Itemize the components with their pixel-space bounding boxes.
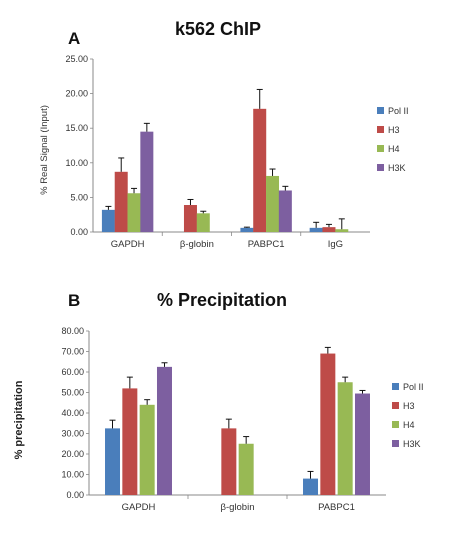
- y-tick-label: 70.00: [61, 347, 84, 357]
- x-tick-label: PABPC1: [318, 502, 355, 513]
- bar: [101, 209, 115, 232]
- bar: [183, 205, 197, 232]
- legend-label: H4: [403, 420, 415, 430]
- legend-swatch: [377, 145, 384, 152]
- y-tick-label: 0.00: [70, 227, 88, 237]
- legend-label: H3K: [388, 163, 406, 173]
- bar: [156, 366, 172, 495]
- bar: [278, 190, 292, 232]
- bar: [240, 227, 254, 232]
- legend-label: H3: [403, 401, 415, 411]
- bar: [303, 478, 319, 495]
- chart-b-ylabel: % precipitation: [13, 380, 25, 459]
- y-tick-label: 0.00: [66, 490, 84, 500]
- legend-label: H3K: [403, 439, 421, 449]
- x-tick-label: GAPDH: [111, 239, 145, 250]
- y-tick-label: 40.00: [61, 408, 84, 418]
- chart-a: 0.00 5.00 10.00 15.00 20.00 25.00 GAPDH β-globi…: [65, 54, 408, 250]
- chart-a-ylabel: % Real Signal (Input): [39, 105, 50, 195]
- y-tick-label: 20.00: [65, 89, 88, 99]
- chart-a-title: k562 ChIP: [175, 19, 261, 39]
- bar: [196, 213, 210, 232]
- bar: [114, 171, 128, 232]
- bar: [139, 404, 155, 495]
- bar: [354, 393, 370, 495]
- y-tick-label: 50.00: [61, 388, 84, 398]
- x-tick-label: GAPDH: [122, 502, 156, 513]
- legend-swatch: [392, 421, 399, 428]
- chart-b-title: % Precipitation: [157, 290, 287, 310]
- bar: [337, 382, 353, 495]
- panel-a-letter: A: [68, 29, 80, 48]
- bar: [122, 388, 138, 495]
- y-tick-label: 25.00: [65, 54, 88, 64]
- y-tick-label: 5.00: [70, 192, 88, 202]
- bar: [105, 428, 121, 495]
- legend-swatch: [377, 107, 384, 114]
- legend-label: Pol II: [388, 106, 409, 116]
- x-tick-label: β-globin: [180, 239, 214, 250]
- bar: [322, 227, 336, 232]
- bar: [335, 229, 349, 232]
- y-tick-label: 20.00: [61, 449, 84, 459]
- bar: [266, 175, 280, 232]
- legend-swatch: [392, 402, 399, 409]
- panel-b-letter: B: [68, 291, 80, 310]
- bar: [320, 353, 336, 495]
- y-tick-label: 15.00: [65, 123, 88, 133]
- y-tick-label: 30.00: [61, 429, 84, 439]
- legend-swatch: [392, 440, 399, 447]
- bar: [253, 108, 267, 232]
- legend-label: Pol II: [403, 382, 424, 392]
- y-tick-label: 10.00: [61, 470, 84, 480]
- legend-label: H4: [388, 144, 400, 154]
- legend-swatch: [392, 383, 399, 390]
- legend-swatch: [377, 164, 384, 171]
- bar: [127, 193, 141, 232]
- legend-swatch: [377, 126, 384, 133]
- legend-label: H3: [388, 125, 400, 135]
- chart-b: 0.00 10.00 20.00 30.00 40.00 50.00 60.00 70.00 8…: [61, 326, 423, 513]
- bar: [221, 428, 237, 495]
- bar: [238, 443, 254, 495]
- bar: [140, 131, 154, 232]
- y-tick-label: 80.00: [61, 326, 84, 336]
- x-tick-label: β-globin: [221, 502, 255, 513]
- y-tick-label: 60.00: [61, 367, 84, 377]
- x-tick-label: IgG: [328, 239, 343, 250]
- x-tick-label: PABPC1: [248, 239, 285, 250]
- y-tick-label: 10.00: [65, 158, 88, 168]
- bar: [309, 227, 323, 232]
